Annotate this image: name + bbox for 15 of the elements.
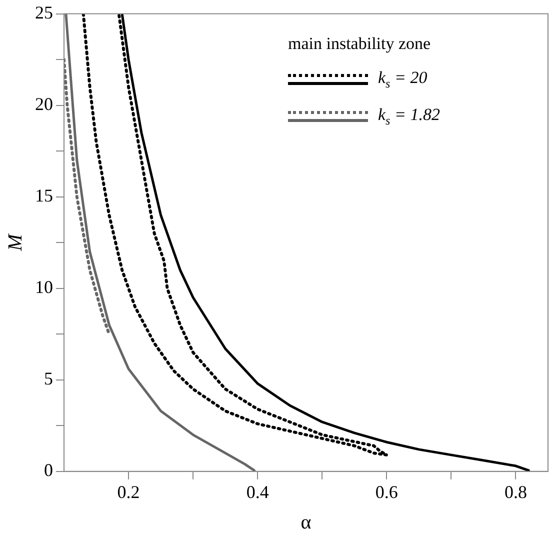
legend-label: k$_{s}$ = 1.82 (378, 105, 440, 129)
y-tick-label: 10 (35, 277, 53, 298)
legend-title: main instability zone (288, 34, 432, 54)
x-tick-label: 0.4 (246, 482, 269, 502)
y-axis-title: M (4, 232, 26, 252)
x-axis-title: α (300, 511, 312, 534)
y-tick-label: 5 (44, 368, 53, 389)
y-tick-label: 20 (35, 94, 53, 114)
x-tick-label: 0.2 (117, 482, 140, 502)
y-tick-label: 0 (44, 460, 53, 480)
x-tick-label: 0.8 (504, 482, 527, 502)
y-tick-label: 25 (35, 2, 53, 23)
y-tick-label: 15 (35, 186, 53, 206)
x-tick-label: 0.6 (375, 482, 398, 502)
legend-label: k$_{s}$ = 20 (378, 68, 428, 92)
